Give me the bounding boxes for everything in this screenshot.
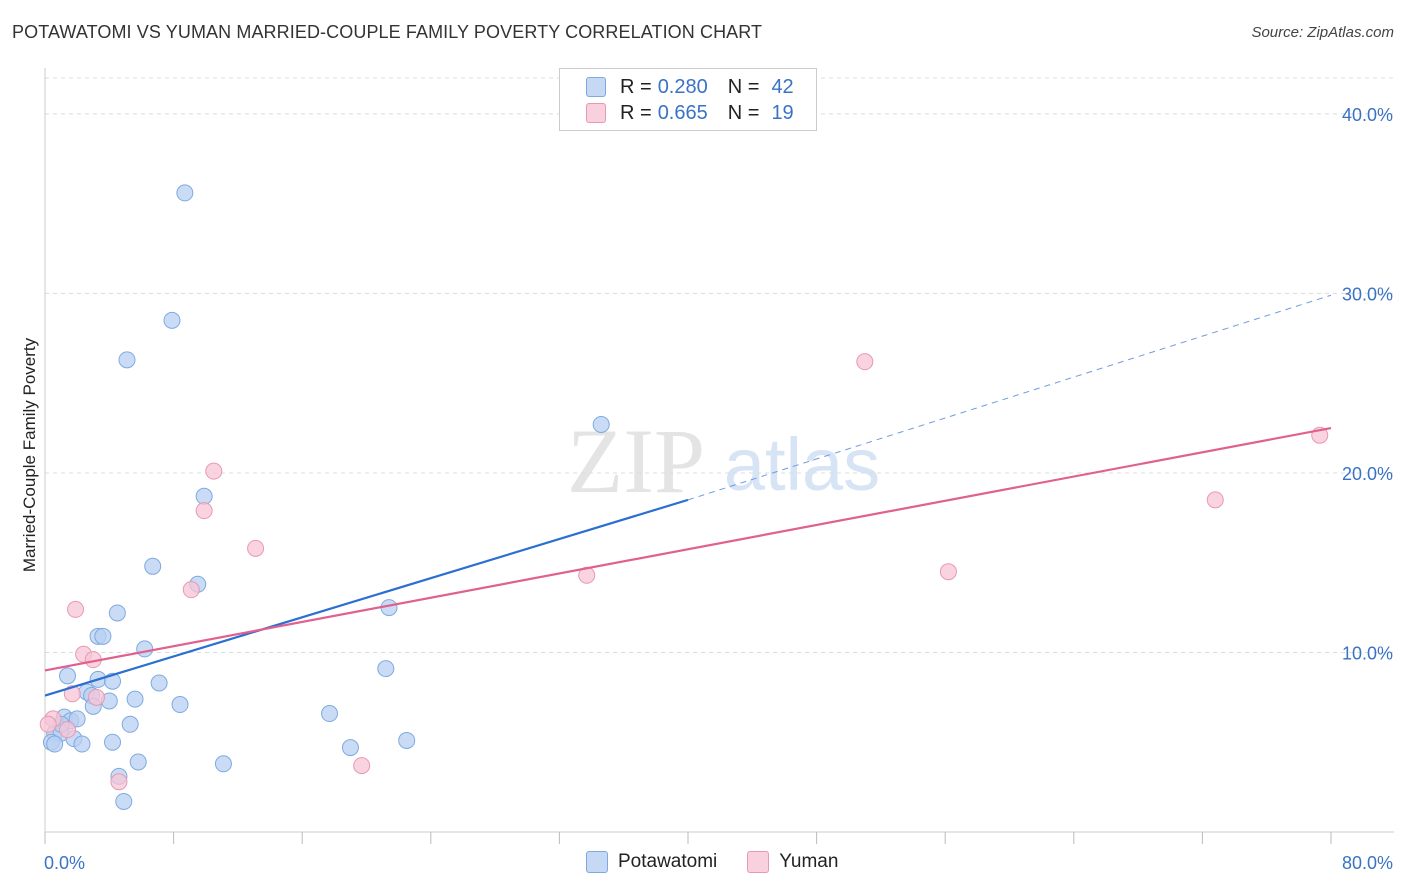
legend-item-potawatomi[interactable]: Potawatomi [586,851,717,873]
potawatomi-trendline [44,498,689,697]
watermark-zip: ZIP [567,410,705,512]
stats-legend: R = 0.280 N = 42 R = 0.665 N = 19 [559,68,817,131]
yuman-trendline [44,426,1332,672]
potawatomi-point [59,667,77,685]
yuman-point [195,502,213,520]
legend-label-yuman: Yuman [779,851,839,872]
potawatomi-point [195,487,213,505]
yuman-point [856,353,874,371]
potawatomi-point [118,351,136,369]
potawatomi-point [68,710,86,728]
potawatomi-point [126,690,144,708]
potawatomi-point [214,755,232,773]
potawatomi-swatch [586,851,608,873]
potawatomi-point [136,640,154,658]
yuman-swatch [747,851,770,873]
yuman-swatch [586,103,606,123]
yuman-point [87,688,105,706]
potawatomi-point [377,660,395,678]
yuman-point [205,462,223,480]
potawatomi-point [163,311,181,329]
yuman-point [182,581,200,599]
legend-label-potawatomi: Potawatomi [618,851,718,872]
n-label: N = [727,101,760,124]
x-tick-label: 0.0% [44,853,85,873]
chart-title: POTAWATOMI VS YUMAN MARRIED-COUPLE FAMIL… [12,22,763,42]
stats-legend-row-yuman: R = 0.665 N = 19 [586,101,794,125]
legend-item-yuman[interactable]: Yuman [747,851,838,873]
potawatomi-trendline-extension [687,294,1332,501]
potawatomi-point [150,674,168,692]
n-value: 42 [771,75,794,98]
potawatomi-point [398,731,416,749]
y-tick-label: 30.0% [1342,284,1393,304]
potawatomi-point [176,184,194,202]
potawatomi-point [46,735,64,753]
y-tick-label: 20.0% [1342,464,1393,484]
y-axis-label: Married-Couple Family Poverty [20,337,39,573]
n-label: N = [727,75,760,98]
potawatomi-point [104,733,122,751]
potawatomi-point [121,715,139,733]
potawatomi-point [115,792,133,810]
n-value: 19 [771,101,794,124]
yuman-point [1206,491,1224,509]
series-yuman [39,353,1329,791]
series-legend: Potawatomi Yuman [586,851,868,873]
potawatomi-point [108,604,126,622]
source-label: Source: ZipAtlas.com [1251,24,1394,41]
yuman-point [247,539,265,557]
potawatomi-point [73,735,91,753]
potawatomi-swatch [586,77,606,97]
potawatomi-point [94,627,112,645]
y-tick-label: 40.0% [1342,105,1393,125]
potawatomi-point [171,696,189,714]
yuman-point [110,773,128,791]
potawatomi-point [129,753,147,771]
yuman-point [353,757,371,775]
r-label: R = [620,75,652,98]
series-potawatomi [42,184,610,810]
r-value: 0.665 [657,101,708,124]
stats-legend-row-potawatomi: R = 0.280 N = 42 [586,75,794,99]
potawatomi-point [321,705,339,723]
yuman-point [59,721,77,739]
potawatomi-point [341,739,359,757]
yuman-point [67,600,85,618]
potawatomi-point [592,415,610,433]
x-tick-label: 80.0% [1342,853,1393,873]
r-value: 0.280 [657,75,708,98]
yuman-point [63,685,81,703]
r-label: R = [620,101,652,124]
y-tick-label: 10.0% [1342,643,1393,663]
potawatomi-point [144,557,162,575]
yuman-point [39,715,57,733]
watermark-atlas: atlas [724,423,880,506]
yuman-point [939,563,957,581]
